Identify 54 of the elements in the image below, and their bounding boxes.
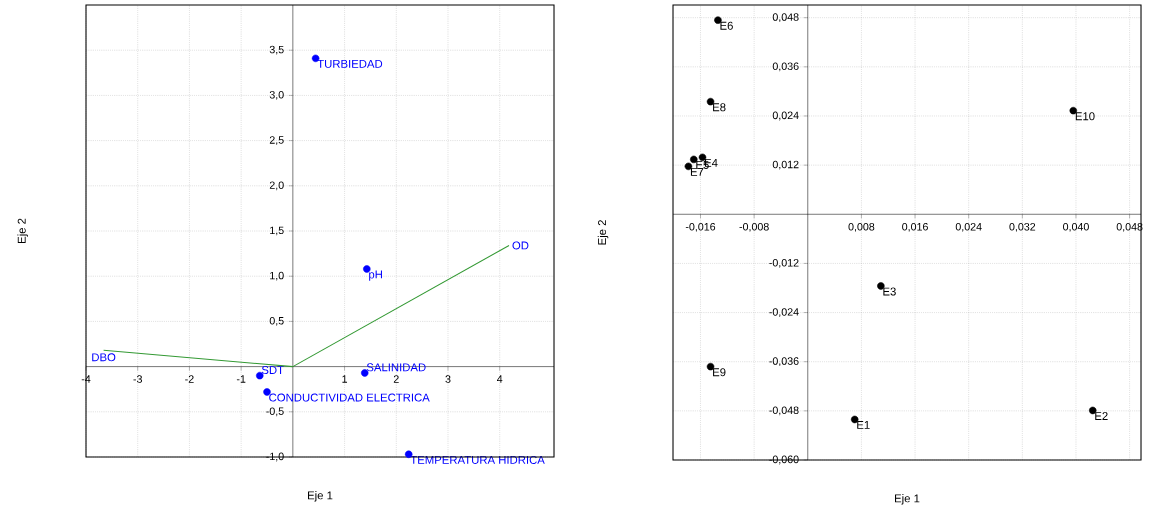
y-tick-label: 0,012: [772, 160, 799, 170]
x-tick-label: 2: [393, 375, 399, 383]
y-tick-label: 0,024: [772, 111, 799, 121]
x-tick-label: -0,016: [685, 222, 716, 232]
x-tick-label: 0,048: [1116, 222, 1143, 232]
y-tick-label: -0,048: [769, 406, 799, 416]
x-tick-label: 0,024: [955, 222, 982, 232]
y-tick-label: -0,024: [769, 308, 799, 317]
x-tick-label: 0,040: [1063, 222, 1089, 232]
x-axis-title: Eje 1: [308, 491, 333, 502]
x-tick-label: 4: [497, 375, 503, 383]
y-tick-label: 2,5: [269, 136, 284, 145]
series-label: SDT: [261, 366, 284, 375]
x-tick-label: -3: [133, 375, 142, 383]
x-tick-label: 0,008: [848, 222, 875, 232]
series-label: E9: [713, 368, 726, 377]
y-tick-label: 0,5: [269, 317, 284, 326]
y-tick-label: 3,5: [269, 45, 284, 55]
series-label: SALINIDAD: [366, 363, 426, 372]
series-label: E3: [883, 287, 896, 296]
x-tick-label: 0,016: [902, 222, 928, 232]
series-label: E2: [1095, 412, 1108, 420]
x-tick-label: -1: [236, 375, 246, 383]
series-label: OD: [512, 241, 529, 250]
y-tick-label: 0,048: [772, 13, 799, 23]
series-label: pH: [369, 270, 382, 281]
x-tick-label: 3: [445, 375, 451, 383]
y-axis-title: Eje 2: [597, 220, 609, 245]
y-tick-label: 3,0: [269, 91, 284, 100]
x-tick-label: -0,008: [739, 222, 769, 232]
y-tick-label: -0,012: [769, 259, 799, 268]
series-label: E10: [1075, 112, 1095, 121]
y-tick-label: 1,0: [270, 271, 284, 281]
y-tick-label: 2,0: [269, 181, 284, 191]
x-tick-label: 1: [342, 375, 348, 383]
y-tick-label: 1,5: [270, 226, 284, 236]
x-tick-label: 0,032: [1009, 222, 1036, 232]
series-label: E1: [857, 421, 870, 429]
x-tick-label: -4: [81, 375, 91, 383]
series-label: E6: [720, 21, 733, 30]
x-axis-title: Eje 1: [895, 494, 920, 505]
series-label: TURBIEDAD: [317, 59, 383, 68]
series-label: DBO: [92, 353, 116, 362]
y-axis-title: Eje 2: [17, 218, 28, 243]
y-tick-label: -1,0: [266, 452, 284, 462]
y-tick-label: 0,036: [772, 62, 799, 72]
y-tick-label: -0,036: [769, 357, 799, 367]
y-tick-label: -0,5: [266, 407, 284, 417]
x-tick-label: -2: [185, 375, 194, 383]
series-label: E8: [713, 103, 726, 112]
series-label: E7: [690, 167, 704, 176]
series-label: CONDUCTIVIDAD ELECTRICA: [269, 393, 430, 402]
series-label: TEMPERATURA HIDRICA: [410, 455, 545, 464]
y-tick-label: -0,060: [769, 455, 799, 465]
